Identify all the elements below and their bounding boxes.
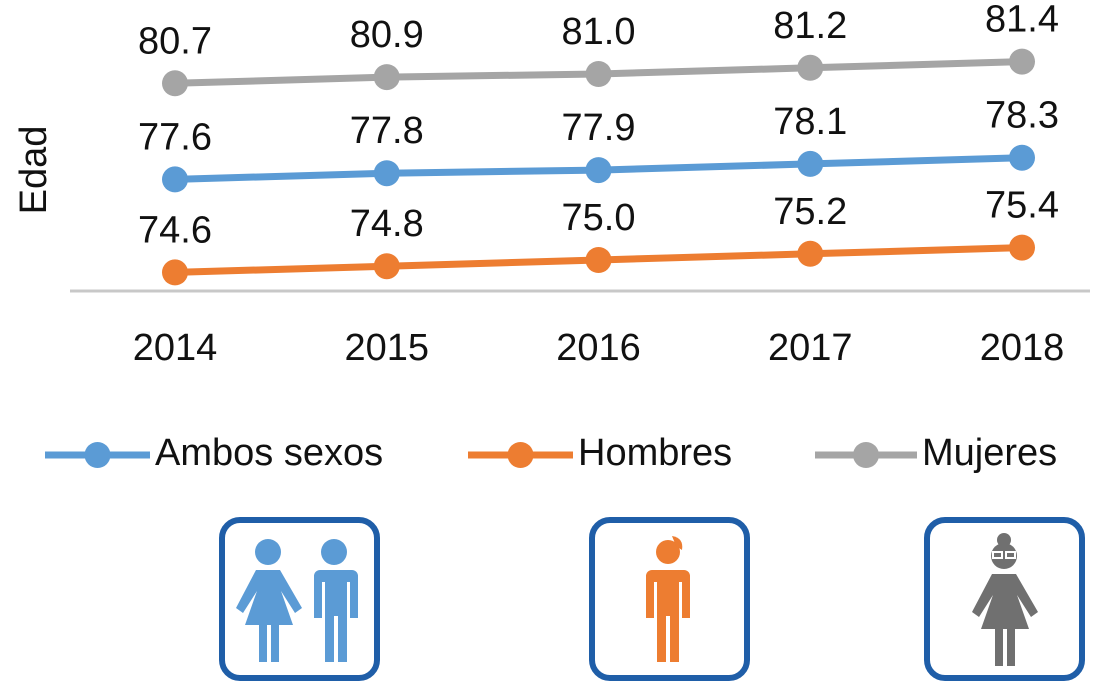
data-label: 75.4 <box>985 185 1059 227</box>
legend-label: Mujeres <box>922 432 1057 474</box>
icons <box>219 517 1085 681</box>
data-point <box>585 61 612 87</box>
x-tick-label: 2015 <box>344 327 429 369</box>
legend-label: Hombres <box>578 432 732 474</box>
data-point <box>373 253 400 280</box>
x-tick-label: 2016 <box>556 327 641 369</box>
data-label: 77.8 <box>350 110 424 152</box>
data-point <box>1009 48 1035 75</box>
data-label: 80.9 <box>350 14 424 56</box>
icon-couple <box>236 539 358 662</box>
data-point <box>1009 234 1035 261</box>
data-point <box>162 259 188 286</box>
legend-label: Ambos sexos <box>155 432 383 474</box>
x-tick-label: 2018 <box>980 327 1065 369</box>
data-label: 81.2 <box>773 5 847 47</box>
y-axis-label: Edad <box>13 126 55 215</box>
icon-box <box>924 517 1085 681</box>
legend-marker <box>84 442 111 468</box>
data-point <box>797 240 824 267</box>
data-label: 81.0 <box>562 11 636 53</box>
data-label: 77.6 <box>138 116 212 158</box>
data-point <box>585 247 612 273</box>
icon-man <box>646 536 690 662</box>
data-label: 74.8 <box>350 203 424 245</box>
icon-woman <box>972 533 1038 666</box>
data-label: 74.6 <box>138 209 212 251</box>
icon-box <box>589 517 750 681</box>
data-point <box>797 150 824 177</box>
legend-marker <box>507 442 534 468</box>
icon-box <box>219 517 380 681</box>
data-label: 81.4 <box>985 0 1059 41</box>
data-point <box>585 157 612 184</box>
data-point <box>797 54 824 81</box>
data-point <box>162 70 188 97</box>
data-label: 78.3 <box>985 95 1059 137</box>
data-label: 75.0 <box>562 197 636 239</box>
data-point <box>373 160 400 187</box>
data-label: 80.7 <box>138 20 212 62</box>
data-label: 78.1 <box>773 101 847 143</box>
data-point <box>373 64 400 91</box>
legend-marker <box>853 442 879 468</box>
x-tick-label: 2017 <box>768 327 853 369</box>
data-point <box>1009 144 1035 171</box>
data-point <box>162 166 188 193</box>
x-tick-label: 2014 <box>133 327 218 369</box>
data-label: 77.9 <box>562 107 636 149</box>
data-label: 75.2 <box>773 191 847 233</box>
